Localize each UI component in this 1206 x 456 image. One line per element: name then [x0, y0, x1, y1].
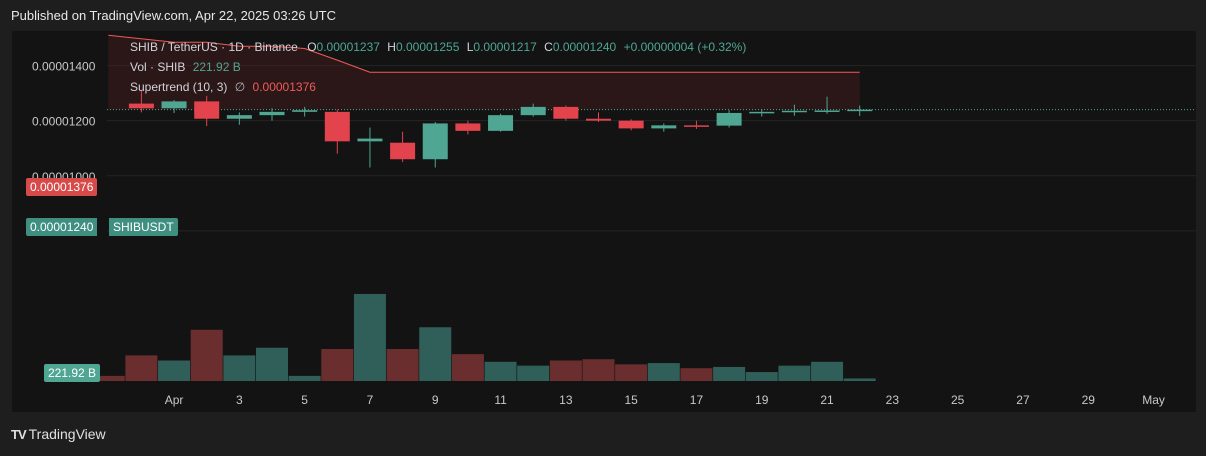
volume-bar	[680, 368, 713, 381]
supertrend-line	[108, 34, 860, 73]
volume-bar	[321, 349, 354, 381]
x-tick-label: 19	[755, 393, 769, 407]
x-tick-label: 27	[1016, 393, 1030, 407]
volume-tag: 221.92 B	[44, 364, 101, 382]
x-tick-label: 23	[886, 393, 900, 407]
volume-bar	[615, 364, 648, 381]
candle-body	[814, 110, 840, 112]
volume-bar	[811, 361, 844, 381]
x-tick-label: 3	[236, 393, 243, 407]
y-tick-label: 0.00001200	[32, 115, 96, 129]
volume-bar	[582, 359, 615, 381]
legend-ohlc: SHIB / TetherUS · 1D · Binance O0.000012…	[130, 40, 746, 54]
candle-body	[455, 123, 481, 131]
tradingview-footer[interactable]: TV TradingView	[11, 426, 106, 442]
legend-h-label: H	[387, 40, 396, 54]
volume-bar	[843, 378, 876, 381]
volume-bar	[386, 349, 419, 381]
x-tick-label: 29	[1082, 393, 1096, 407]
x-tick-label: 17	[690, 393, 704, 407]
legend-st-symbol: ∅	[234, 80, 246, 94]
tradingview-brand: TradingView	[28, 426, 106, 442]
candle-body	[618, 120, 644, 129]
candle-body	[488, 115, 514, 131]
x-tick-label: 15	[624, 393, 638, 407]
legend-c-value: 0.00001240	[552, 40, 617, 54]
candle-body	[259, 111, 285, 116]
x-tick-label: 11	[494, 393, 507, 407]
legend-volume: Vol · SHIB 221.92 B	[130, 60, 241, 74]
x-tick-label: 13	[559, 393, 573, 407]
legend-vol-label: Vol · SHIB	[130, 60, 186, 74]
ticker-tag: SHIBUSDT	[109, 218, 178, 236]
candle-body	[390, 142, 416, 160]
last-price-tag: 0.00001240	[26, 218, 98, 236]
candle-body	[324, 111, 350, 142]
volume-bar	[256, 347, 288, 381]
volume-bar	[353, 293, 386, 381]
candle-body	[194, 101, 220, 119]
x-tick-label: 25	[951, 393, 965, 407]
candle-body	[422, 123, 448, 160]
candle-body	[651, 125, 677, 129]
volume-bar	[190, 329, 223, 381]
volume-bar	[419, 327, 452, 381]
x-tick-label: 9	[432, 393, 439, 407]
candle-body	[226, 115, 252, 119]
candle-body	[716, 112, 742, 126]
volume-bar	[92, 375, 125, 381]
legend-symbol: SHIB / TetherUS · 1D · Binance	[130, 40, 298, 54]
volume-bar	[549, 360, 582, 381]
legend-change: +0.00000004 (+0.32%)	[623, 40, 747, 54]
volume-bar	[288, 375, 321, 381]
chart-panel[interactable]: 0.000018000.000016000.000014000.00001200…	[12, 31, 1196, 412]
x-tick-label: 21	[820, 393, 834, 407]
candle-body	[520, 106, 546, 116]
candle-body	[128, 103, 154, 109]
volume-bar	[517, 365, 550, 381]
candle-body	[749, 111, 775, 114]
volume-bar	[778, 365, 811, 381]
published-header: Published on TradingView.com, Apr 22, 20…	[11, 8, 336, 23]
legend-l-label: L	[466, 40, 474, 54]
legend-h-value: 0.00001255	[395, 40, 460, 54]
volume-bar	[451, 354, 484, 381]
legend-supertrend: Supertrend (10, 3) ∅ 0.00001376	[130, 80, 316, 94]
legend-l-value: 0.00001217	[473, 40, 537, 54]
volume-bar	[158, 360, 191, 381]
candle-body	[553, 106, 579, 119]
candle-body	[161, 101, 187, 109]
legend-vol-value: 221.92 B	[192, 60, 241, 74]
x-tick-label: 5	[301, 393, 308, 407]
candle-body	[357, 138, 383, 142]
candle-body	[292, 110, 318, 112]
x-tick-label: Apr	[165, 393, 184, 407]
y-tick-label: 0.00001400	[32, 60, 96, 74]
volume-bar	[223, 355, 256, 381]
volume-bar	[125, 355, 158, 381]
legend-c-label: C	[544, 40, 553, 54]
price-chart[interactable]: 0.000018000.000016000.000014000.00001200…	[12, 31, 1196, 412]
x-tick-label: 7	[367, 393, 374, 407]
x-tick-label: May	[1142, 393, 1165, 407]
legend-st-label: Supertrend (10, 3)	[130, 80, 228, 94]
volume-bar	[745, 372, 778, 381]
candle-body	[781, 110, 807, 113]
legend-o-value: 0.00001237	[316, 40, 380, 54]
candle-body	[847, 109, 873, 112]
volume-bar	[713, 366, 746, 381]
legend-st-value: 0.00001376	[252, 80, 316, 94]
candle-body	[683, 125, 709, 127]
volume-bar	[647, 363, 680, 381]
candle-body	[586, 118, 611, 121]
supertrend-price-tag: 0.00001376	[26, 178, 98, 196]
legend-o-label: O	[307, 40, 317, 54]
volume-bar	[484, 361, 517, 381]
tradingview-logo-icon: TV	[11, 426, 27, 442]
